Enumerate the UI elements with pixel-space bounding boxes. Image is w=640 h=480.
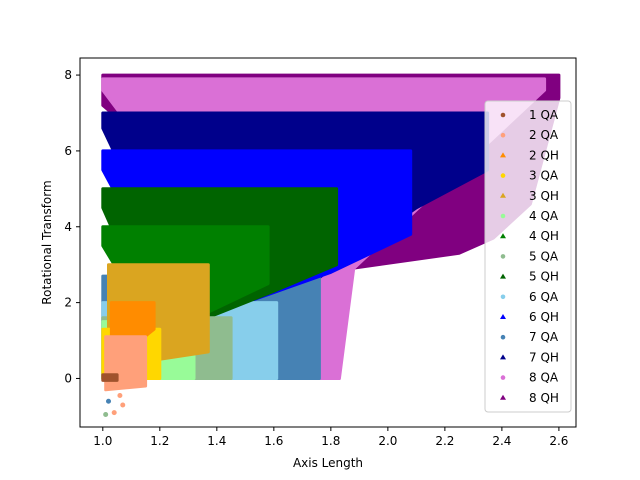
legend-label: 2 QA bbox=[529, 128, 559, 142]
legend-label: 2 QH bbox=[529, 148, 559, 162]
legend-label: 7 QH bbox=[529, 350, 559, 364]
x-axis-label: Axis Length bbox=[293, 456, 363, 470]
legend-label: 8 QH bbox=[529, 391, 559, 405]
x-axis-ticks: 1.0 1.2 1.4 1.6 1.8 2.0 2.2 2.4 2.6 bbox=[93, 427, 568, 448]
region-1-qa bbox=[101, 373, 119, 382]
legend-marker bbox=[500, 354, 506, 360]
legend-marker bbox=[500, 273, 506, 279]
legend-label: 3 QH bbox=[529, 189, 559, 203]
legend-marker bbox=[500, 294, 506, 300]
legend-label: 8 QA bbox=[529, 371, 559, 385]
y-axis-ticks: 0 2 4 6 8 bbox=[64, 68, 80, 385]
outlier-point bbox=[117, 393, 123, 399]
x-tick-label: 1.8 bbox=[321, 434, 340, 448]
legend-marker bbox=[500, 394, 506, 400]
legend-box bbox=[484, 100, 572, 413]
plot-frame bbox=[79, 57, 577, 428]
y-tick-label: 8 bbox=[64, 68, 72, 82]
legend-marker bbox=[500, 173, 506, 178]
outlier-point bbox=[103, 411, 109, 417]
x-tick-label: 1.2 bbox=[150, 434, 169, 448]
legend-marker bbox=[500, 334, 506, 340]
legend-marker bbox=[500, 314, 506, 319]
legend-label: 6 QA bbox=[529, 290, 559, 304]
legend-label: 4 QH bbox=[529, 229, 559, 243]
y-tick-label: 0 bbox=[64, 371, 72, 385]
legend-marker bbox=[500, 213, 506, 219]
legend-label: 5 QH bbox=[529, 270, 559, 284]
x-tick-label: 2.2 bbox=[435, 434, 454, 448]
legend-label: 4 QA bbox=[529, 209, 559, 223]
data-regions bbox=[101, 73, 561, 392]
y-axis-label: Rotational Transform bbox=[40, 180, 54, 304]
outlier-point bbox=[111, 410, 117, 416]
legend-label: 5 QA bbox=[529, 249, 559, 263]
legend-marker bbox=[500, 112, 506, 118]
x-tick-label: 1.6 bbox=[264, 434, 283, 448]
outlier-points bbox=[103, 393, 126, 417]
legend-label: 6 QH bbox=[529, 310, 559, 324]
y-tick-label: 6 bbox=[64, 144, 72, 158]
legend-marker bbox=[500, 192, 506, 198]
x-tick-label: 2.0 bbox=[378, 434, 397, 448]
x-tick-label: 2.6 bbox=[549, 434, 568, 448]
legend-marker bbox=[500, 233, 506, 239]
x-tick-label: 1.0 bbox=[93, 434, 112, 448]
x-tick-label: 2.4 bbox=[492, 434, 511, 448]
legend-marker bbox=[500, 254, 506, 259]
legend-marker bbox=[500, 152, 506, 158]
outlier-point bbox=[120, 402, 126, 408]
x-tick-label: 1.4 bbox=[207, 434, 226, 448]
y-tick-label: 4 bbox=[64, 220, 72, 234]
legend-label: 3 QA bbox=[529, 169, 559, 183]
outlier-point bbox=[106, 398, 112, 404]
legend-label: 7 QA bbox=[529, 330, 559, 344]
legend-marker bbox=[500, 375, 506, 380]
legend: 1 QA 2 QA 2 QH 3 QA 3 QH 4 QA 4 QH 5 QA 5 QH 6 QA… bbox=[484, 100, 572, 413]
legend-label: 1 QA bbox=[529, 108, 559, 122]
y-tick-label: 2 bbox=[64, 296, 72, 310]
legend-marker bbox=[500, 132, 506, 138]
